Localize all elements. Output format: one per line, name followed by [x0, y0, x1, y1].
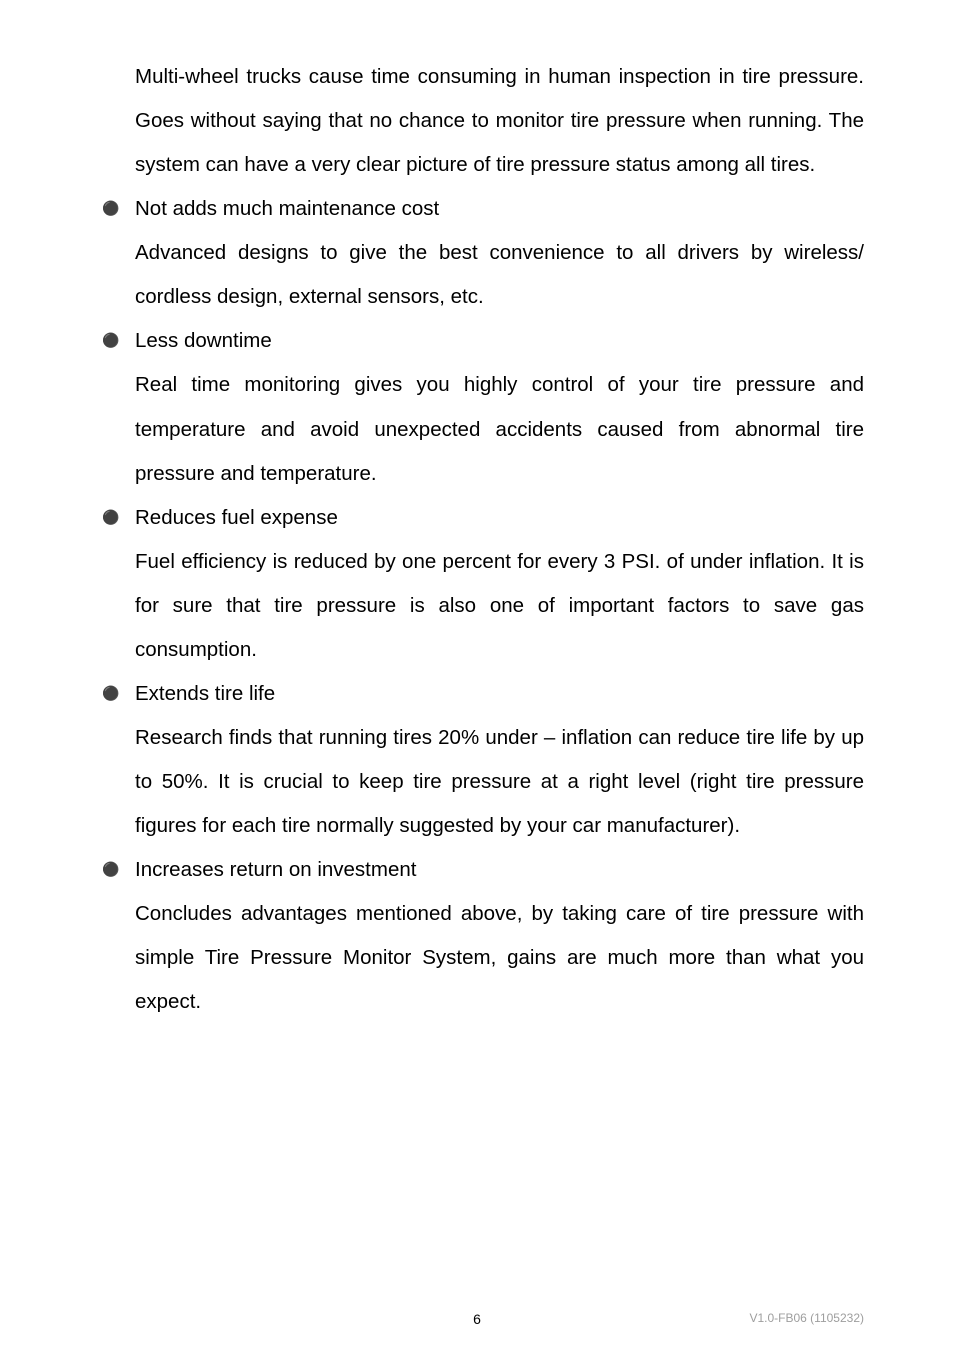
bullet-heading: Less downtime	[135, 319, 864, 363]
bullet-item: ⚫ Less downtime	[90, 319, 864, 363]
bullet-heading: Reduces fuel expense	[135, 496, 864, 540]
bullet-item: ⚫ Not adds much maintenance cost	[90, 187, 864, 231]
bullet-item: ⚫ Increases return on investment	[90, 848, 864, 892]
page-number: 6	[473, 1311, 481, 1327]
bullet-body: Advanced designs to give the best conven…	[135, 231, 864, 319]
bullet-body: Fuel efficiency is reduced by one percen…	[135, 540, 864, 672]
bullet-icon: ⚫	[90, 325, 135, 355]
bullet-icon: ⚫	[90, 678, 135, 708]
bullet-body: Real time monitoring gives you highly co…	[135, 363, 864, 495]
intro-paragraph: Multi-wheel trucks cause time consuming …	[135, 55, 864, 187]
bullet-icon: ⚫	[90, 502, 135, 532]
bullet-body: Concludes advantages mentioned above, by…	[135, 892, 864, 1024]
version-label: V1.0-FB06 (1105232)	[749, 1311, 864, 1325]
bullet-icon: ⚫	[90, 854, 135, 884]
bullet-heading: Not adds much maintenance cost	[135, 187, 864, 231]
bullet-item: ⚫ Extends tire life	[90, 672, 864, 716]
bullet-body: Research finds that running tires 20% un…	[135, 716, 864, 848]
bullet-heading: Extends tire life	[135, 672, 864, 716]
document-body: Multi-wheel trucks cause time consuming …	[90, 55, 864, 1024]
bullet-item: ⚫ Reduces fuel expense	[90, 496, 864, 540]
bullet-icon: ⚫	[90, 193, 135, 223]
bullet-heading: Increases return on investment	[135, 848, 864, 892]
